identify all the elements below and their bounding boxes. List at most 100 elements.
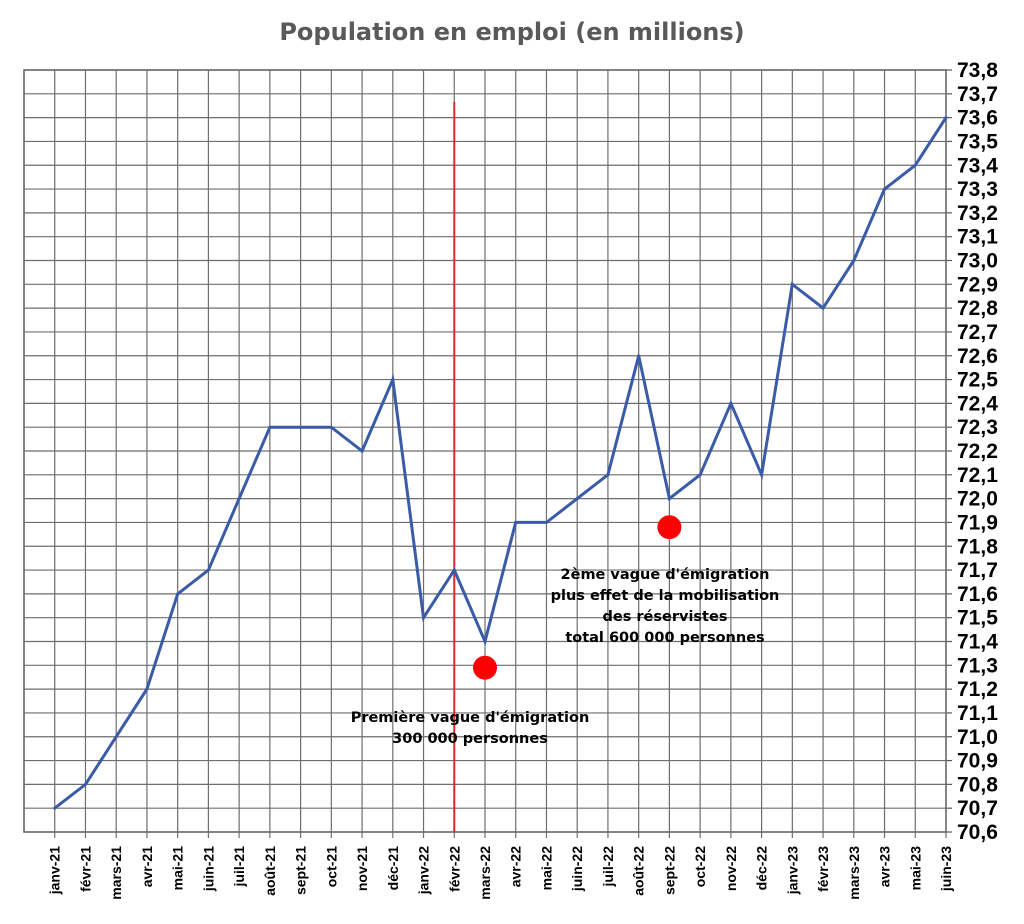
x-tick-label: déc-21 (385, 846, 401, 891)
x-tick-label: août-22 (631, 846, 647, 896)
data-point (360, 449, 364, 453)
annotation-text: des réservistes (603, 609, 728, 625)
y-tick-label: 73,2 (957, 202, 998, 225)
y-tick-label: 73,5 (957, 130, 998, 153)
data-point (883, 187, 887, 191)
data-point (637, 354, 641, 358)
data-point (206, 568, 210, 572)
y-tick-label: 71,0 (957, 726, 998, 749)
x-tick-label: juin-23 (938, 846, 954, 892)
x-tick-label: févr-21 (77, 846, 93, 892)
y-tick-label: 72,0 (957, 488, 998, 511)
x-tick-label: juil-22 (600, 846, 616, 888)
y-tick-label: 71,3 (957, 654, 998, 677)
y-tick-label: 72,5 (957, 369, 998, 392)
x-tick-label: juil-21 (231, 846, 247, 888)
y-tick-label: 71,7 (957, 559, 998, 582)
event-marker (657, 515, 682, 540)
y-tick-label: 71,9 (957, 511, 998, 534)
y-tick-label: 73,3 (957, 178, 998, 201)
data-point (760, 473, 764, 477)
data-point (176, 592, 180, 596)
data-point (83, 782, 87, 786)
annotation-text: 300 000 personnes (392, 731, 548, 747)
x-tick-label: mars-21 (108, 846, 124, 900)
x-tick-label: févr-22 (446, 846, 462, 892)
data-point (145, 687, 149, 691)
y-tick-label: 72,1 (957, 464, 998, 487)
event-marker (473, 655, 497, 680)
y-tick-label: 71,5 (957, 607, 998, 630)
data-point (237, 497, 241, 501)
data-point (391, 378, 395, 382)
x-tick-label: févr-23 (815, 846, 831, 892)
y-tick-label: 73,6 (957, 107, 998, 130)
y-tick-label: 70,6 (957, 821, 998, 844)
data-point (913, 163, 917, 167)
x-tick-label: déc-22 (754, 846, 770, 891)
x-tick-label: oct-22 (692, 846, 708, 887)
x-tick-label: août-21 (262, 846, 278, 896)
data-point (606, 473, 610, 477)
x-tick-label: juin-21 (200, 846, 216, 892)
y-tick-label: 73,4 (957, 154, 998, 177)
y-tick-label: 73,8 (957, 59, 998, 82)
y-tick-label: 71,8 (957, 535, 998, 558)
x-tick-label: avr-22 (508, 846, 524, 887)
data-point (514, 520, 518, 524)
y-tick-label: 70,8 (957, 773, 998, 796)
data-point (667, 497, 671, 501)
x-tick-label: nov-21 (354, 846, 370, 891)
x-tick-label: janv-21 (47, 846, 63, 895)
y-tick-label: 71,6 (957, 583, 998, 606)
series-line (53, 116, 948, 810)
y-tick-label: 73,1 (957, 226, 998, 249)
data-point (329, 425, 333, 429)
x-tick-label: avr-23 (877, 846, 893, 887)
y-tick-label: 72,8 (957, 297, 998, 320)
y-tick-label: 73,0 (957, 250, 998, 273)
x-tick-label: sept-21 (293, 846, 309, 895)
x-tick-label: avr-21 (139, 846, 155, 887)
x-tick-label: mai-21 (170, 846, 186, 891)
data-point (299, 425, 303, 429)
y-tick-label: 72,4 (957, 392, 998, 415)
y-tick-label: 73,7 (957, 83, 998, 106)
data-point (852, 259, 856, 262)
annotation-text: total 600 000 personnes (565, 630, 764, 646)
data-point (544, 520, 548, 524)
data-point (821, 306, 825, 310)
data-point (575, 497, 579, 501)
x-tick-label: mai-22 (538, 846, 554, 891)
data-point (698, 473, 702, 477)
x-tick-label: sept-22 (661, 846, 677, 895)
y-tick-label: 72,3 (957, 416, 998, 439)
annotation-text: 2ème vague d'émigration (561, 567, 770, 583)
y-tick-label: 72,6 (957, 345, 998, 368)
x-tick-label: janv-22 (416, 846, 432, 895)
data-point (53, 806, 57, 810)
x-tick-label: mai-23 (907, 846, 923, 891)
data-point (114, 735, 118, 739)
y-tick-label: 70,9 (957, 750, 998, 773)
x-tick-label: mars-22 (477, 846, 493, 900)
data-point (452, 568, 456, 572)
y-tick-label: 72,9 (957, 273, 998, 296)
data-point (790, 282, 794, 286)
y-tick-label: 70,7 (957, 797, 998, 820)
x-tick-label: nov-22 (723, 846, 739, 891)
x-tick-label: janv-23 (784, 846, 800, 895)
x-tick-label: oct-21 (323, 846, 339, 887)
annotation-text: Première vague d'émigration (351, 710, 590, 726)
chart-title: Population en emploi (en millions) (279, 18, 745, 46)
y-tick-label: 71,2 (957, 678, 998, 701)
y-tick-label: 71,4 (957, 631, 998, 654)
y-tick-label: 72,7 (957, 321, 998, 344)
data-point (729, 401, 733, 405)
x-tick-label: mars-23 (846, 846, 862, 900)
annotation-text: plus effet de la mobilisation (551, 588, 780, 604)
data-point (944, 116, 948, 120)
data-point (483, 640, 487, 643)
data-point (268, 425, 272, 429)
